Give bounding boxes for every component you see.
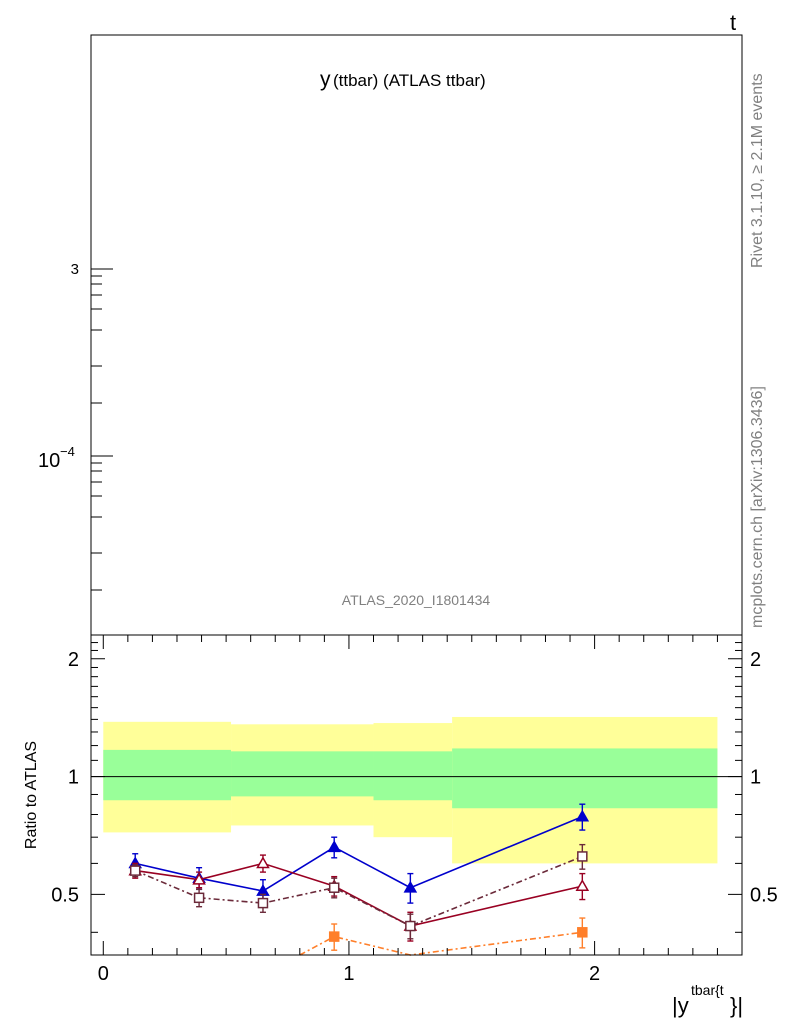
ytick-label-1e-4-base: 10 — [38, 450, 60, 472]
analysis-watermark: ATLAS_2020_I1801434 — [342, 592, 491, 608]
data-point — [256, 856, 270, 869]
x-tick-label: 2 — [589, 963, 600, 985]
y-tick-label-right: 1 — [750, 767, 761, 789]
x-axis-label-sup: tbar{t — [691, 982, 724, 998]
x-axis-label-base: |y — [672, 993, 689, 1018]
y-tick-label-left: 2 — [68, 649, 79, 671]
y-tick-label-left: 1 — [68, 767, 79, 789]
top-panel-frame — [90, 34, 743, 636]
data-point — [328, 882, 340, 893]
data-point — [577, 927, 588, 938]
mcplots-label: mcplots.cern.ch [arXiv:1306.3436] — [749, 386, 766, 628]
band-inner-3 — [452, 748, 718, 809]
band-inner-1 — [231, 751, 374, 797]
top-panel-ticks — [91, 268, 113, 591]
rivet-version-label: Rivet 3.1.10, ≥ 2.1M events — [749, 73, 766, 268]
series-line-0 — [135, 815, 583, 892]
x-tick-label: 1 — [343, 963, 354, 985]
data-point — [575, 809, 590, 822]
ratio-panel-frame — [90, 634, 743, 956]
y-tick-label-right: 0.5 — [750, 884, 778, 906]
y-axis-label: Ratio to ATLAS — [23, 741, 40, 849]
band-inner-2 — [373, 751, 453, 801]
corner-label: t — [730, 10, 736, 35]
series-line-3 — [299, 931, 583, 956]
data-point — [192, 872, 206, 885]
band-inner-0 — [103, 749, 232, 801]
data-point — [193, 892, 205, 904]
ytick-label-1e-4-exp: −4 — [60, 444, 75, 459]
data-series — [128, 803, 590, 956]
ratio-panel-ticks: 0 1 2 0.5 0.5 1 1 2 2 — [51, 635, 778, 985]
data-point — [577, 851, 588, 862]
data-point — [257, 897, 269, 909]
series-line-2 — [134, 855, 583, 927]
uncertainty-bands — [103, 716, 718, 864]
plot-title-rest: (ttbar) (ATLAS ttbar) — [333, 71, 486, 90]
data-point — [403, 880, 418, 893]
x-axis-label-end: }| — [730, 993, 743, 1018]
series-line-1 — [135, 862, 583, 927]
data-point — [327, 840, 341, 853]
plot-title-main: y — [320, 68, 331, 91]
data-point — [129, 865, 141, 876]
ytick-label-3: 3 — [71, 261, 79, 278]
x-tick-label: 0 — [98, 963, 109, 985]
y-tick-label-right: 2 — [750, 649, 761, 671]
data-point — [575, 879, 590, 891]
data-point — [405, 920, 416, 932]
data-point — [328, 931, 340, 942]
y-tick-label-left: 0.5 — [51, 884, 79, 906]
